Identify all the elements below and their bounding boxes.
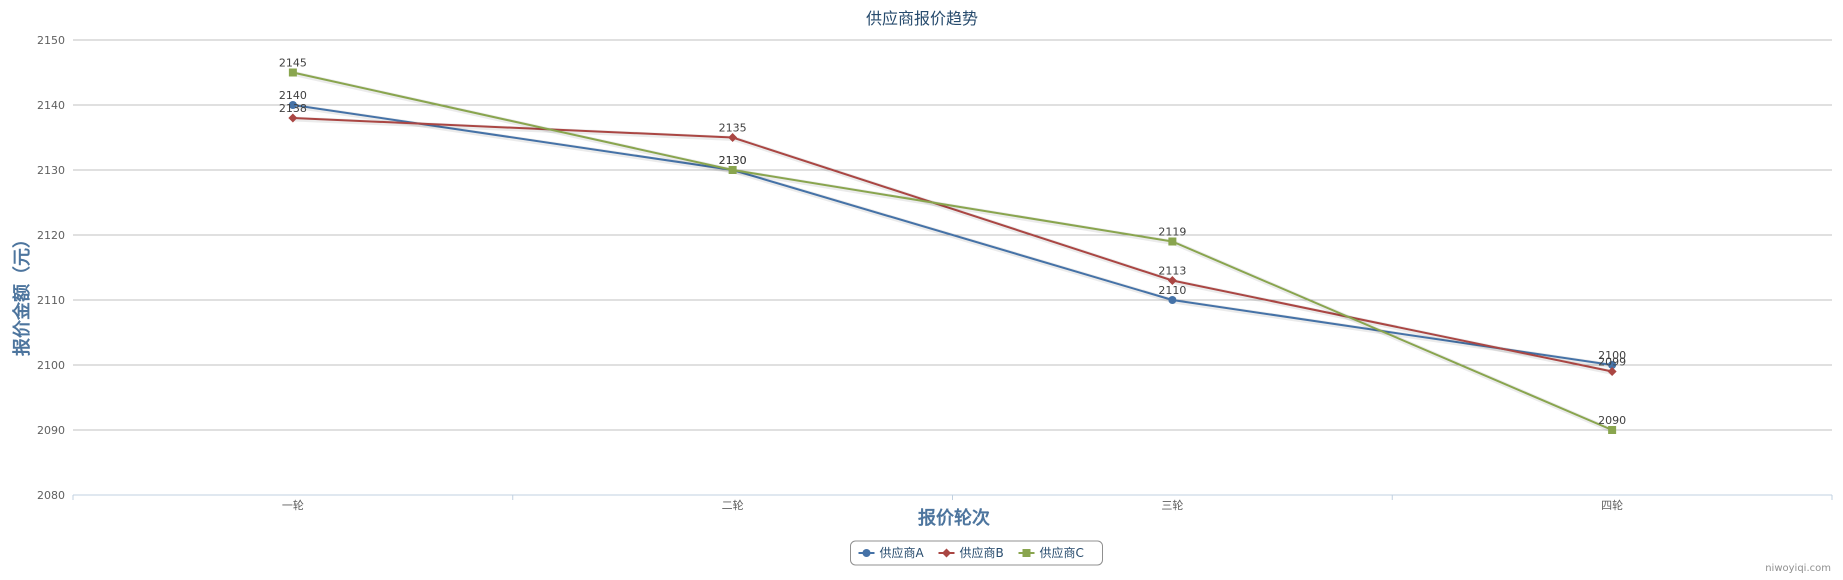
x-tick-label: 四轮: [1601, 498, 1623, 512]
x-axis: 一轮 二轮 三轮 四轮: [72, 494, 1833, 512]
grid-layer: [73, 39, 1832, 496]
series-line: [292, 71, 1613, 431]
data-label: 2100: [1598, 349, 1626, 362]
series-3: [288, 68, 1617, 434]
legend-marker: [862, 549, 871, 557]
data-label: 2135: [719, 122, 747, 135]
data-label: 2138: [279, 102, 307, 115]
legend-label: 供应商A: [880, 545, 925, 560]
data-label: 2145: [279, 57, 307, 70]
legend-item: 供应商B: [938, 545, 1004, 560]
y-tick-label: 2120: [37, 229, 65, 242]
data-label: 2119: [1158, 226, 1186, 239]
data-point: [728, 166, 737, 174]
data-label: 2140: [279, 89, 307, 102]
credit-text[interactable]: niwoyiqi.com: [1765, 563, 1831, 574]
legend-item: 供应商A: [858, 545, 925, 560]
data-label: 2110: [1158, 284, 1186, 297]
data-point: [288, 68, 297, 77]
data-point: [288, 113, 298, 123]
legend-box: [850, 540, 1103, 566]
legend-label: 供应商B: [960, 545, 1004, 560]
data-label: 2113: [1158, 265, 1186, 278]
y-axis-title: 报价金额（元）: [11, 230, 33, 356]
x-tick-label: 二轮: [722, 498, 744, 512]
data-label: 2130: [719, 154, 747, 167]
legend-marker: [1022, 549, 1031, 557]
legend: 供应商A 供应商B 供应商C: [850, 540, 1103, 566]
chart-title: 供应商报价趋势: [866, 9, 978, 28]
x-tick-label: 一轮: [282, 498, 304, 512]
data-point: [1607, 367, 1617, 376]
y-tick-label: 2150: [37, 34, 65, 47]
series-line: [292, 104, 1613, 366]
y-tick-label: 2140: [37, 99, 65, 112]
legend-label: 供应商C: [1040, 545, 1084, 560]
data-point: [1167, 276, 1177, 285]
data-label: 2099: [1598, 356, 1626, 369]
data-point: [1168, 296, 1177, 304]
y-tick-label: 2100: [37, 359, 65, 372]
series-layer: [288, 68, 1617, 434]
legend-item: 供应商C: [1018, 545, 1084, 560]
series-line: [292, 117, 1613, 373]
data-labels: 2140213021102100213821352113209921452130…: [279, 57, 1626, 428]
data-point: [1608, 361, 1617, 369]
data-point: [728, 133, 738, 142]
data-point: [1608, 426, 1617, 434]
y-tick-label: 2080: [37, 489, 65, 502]
x-axis-title: 报价轮次: [918, 507, 990, 529]
data-point: [288, 101, 297, 109]
y-tick-label: 2130: [37, 164, 65, 177]
x-tick-label: 三轮: [1161, 498, 1183, 512]
y-axis: 2080 2090 2100 2110 2120 2130 2140 2150: [37, 34, 65, 502]
data-label: 2130: [719, 154, 747, 167]
series-2: [288, 113, 1617, 376]
legend-marker: [942, 548, 951, 558]
data-label: 2090: [1598, 414, 1626, 427]
y-tick-label: 2090: [37, 424, 65, 437]
y-tick-label: 2110: [37, 294, 65, 307]
data-point: [1168, 237, 1177, 246]
